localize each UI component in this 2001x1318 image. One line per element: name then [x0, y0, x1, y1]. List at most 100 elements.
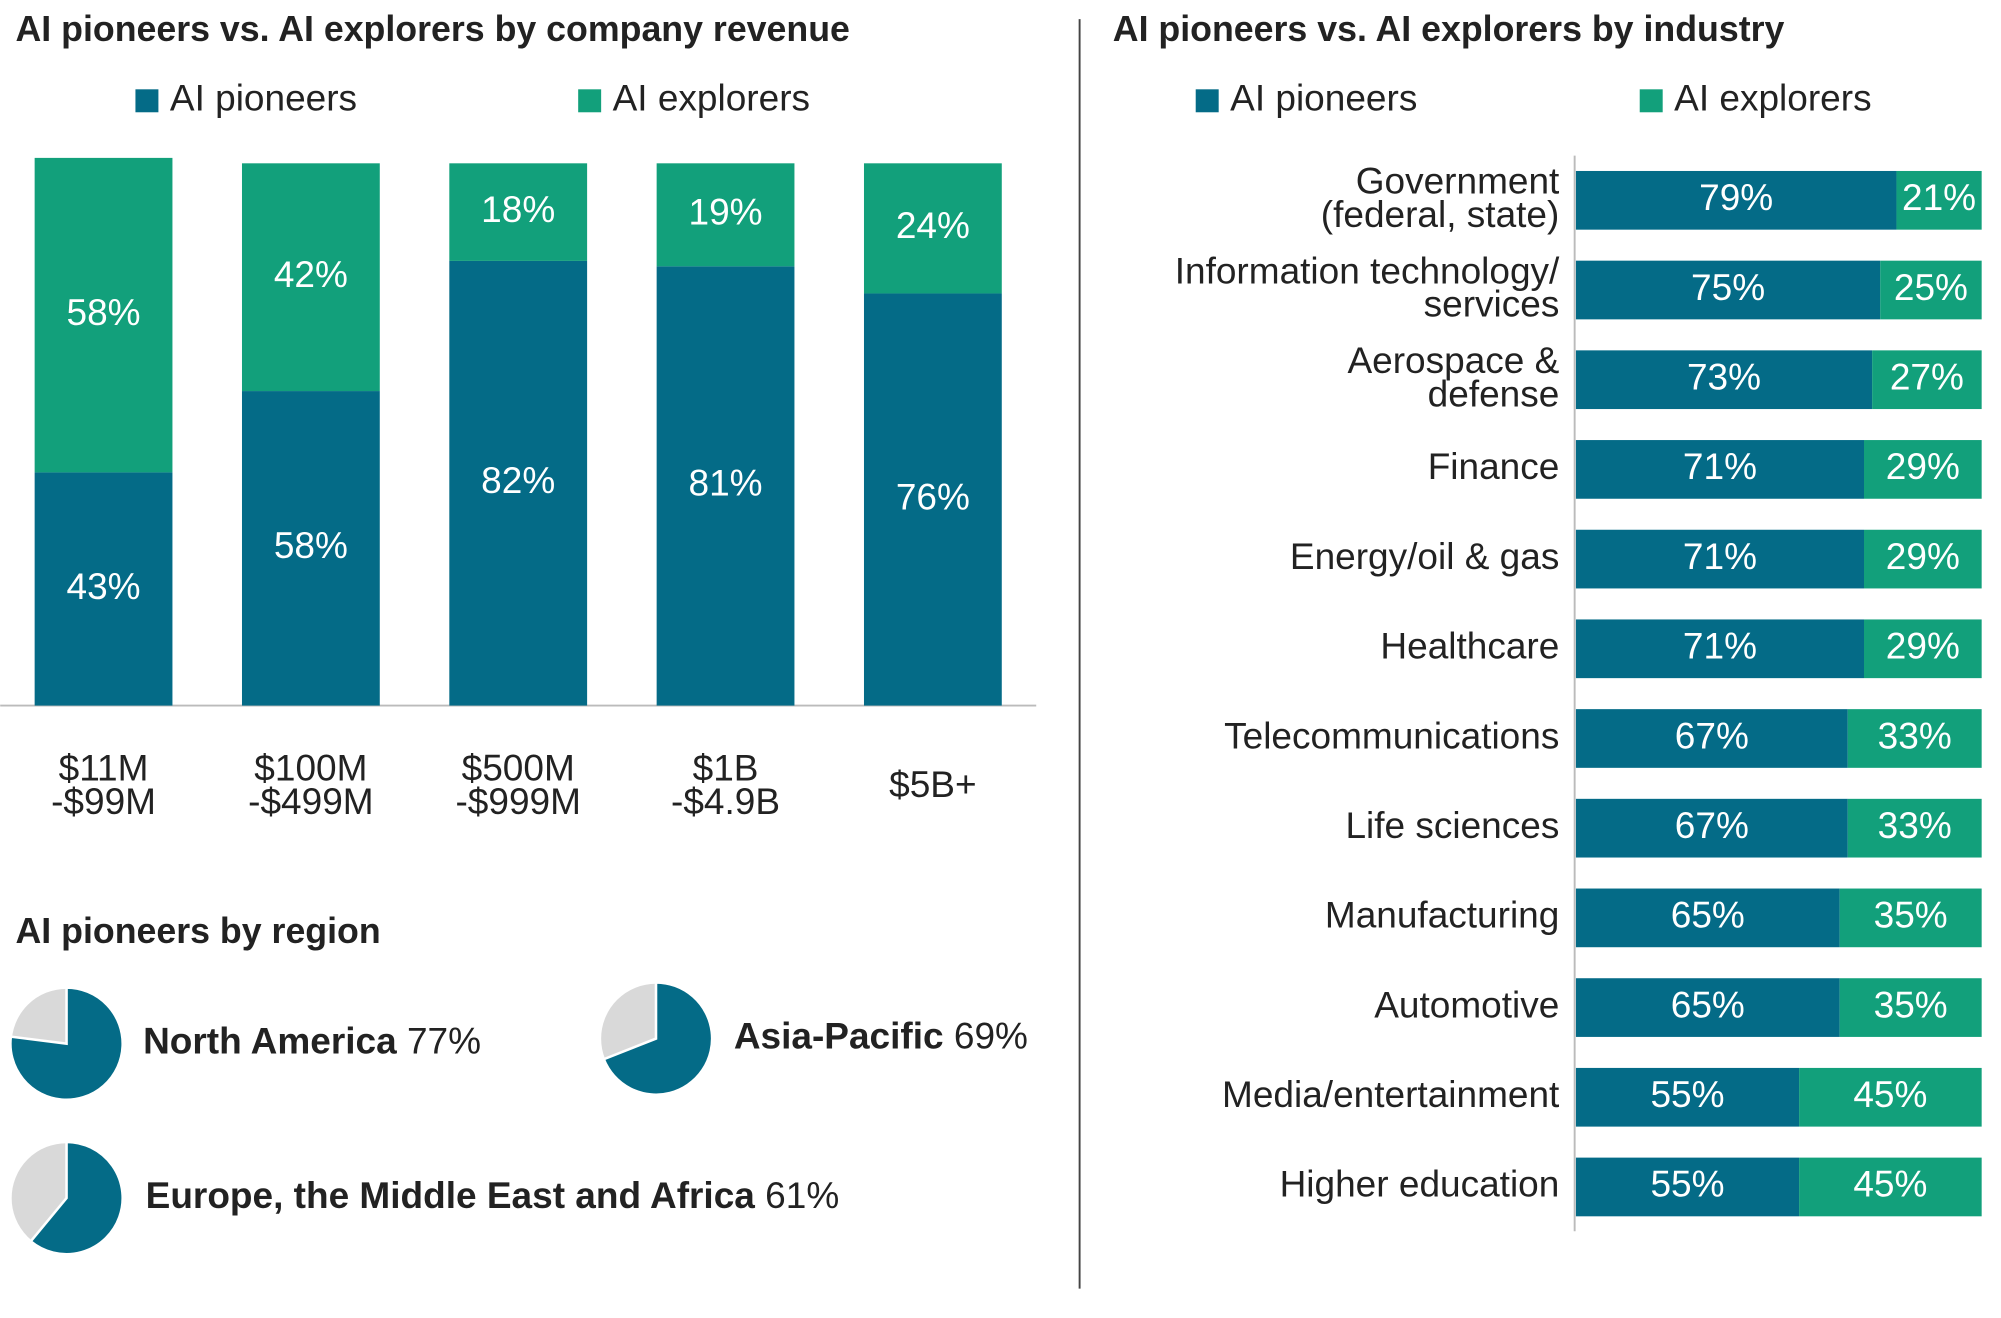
region-label: Asia-Pacific 69% [734, 1015, 1028, 1056]
value-label: 58% [274, 525, 348, 566]
value-label: 27% [1890, 356, 1964, 397]
bar-segment [241, 163, 380, 392]
pie-slice [602, 981, 714, 1096]
legend-swatch [578, 89, 602, 113]
value-label: 42% [274, 254, 348, 295]
x-tick-label: $100M -$499M [248, 747, 373, 821]
bar-segment [1847, 709, 1982, 768]
region-name: Asia-Pacific [734, 1015, 944, 1056]
legend-swatch [135, 89, 159, 113]
value-label: 58% [67, 292, 141, 333]
value-label: 81% [689, 463, 763, 504]
value-label: 24% [896, 205, 970, 246]
bar-segment [1575, 350, 1873, 410]
value-label: 55% [1650, 1164, 1724, 1205]
y-tick-label: Life sciences [1345, 805, 1559, 846]
bar-segment [1575, 170, 1897, 230]
y-tick-label: Energy/oil & gas [1290, 536, 1559, 577]
pie-slice [28, 1140, 124, 1256]
x-tick-label: $5B+ [889, 764, 976, 805]
region-label: Europe, the Middle East and Africa 61% [146, 1175, 840, 1216]
bar-segment [1839, 888, 1982, 948]
y-tick-label: Information technology/services [1175, 250, 1560, 324]
value-label: 75% [1691, 267, 1765, 308]
value-label: 21% [1902, 177, 1976, 218]
bar-segment [241, 391, 380, 706]
y-tick-label: Higher education [1280, 1164, 1560, 1205]
value-label: 18% [481, 189, 555, 230]
value-label: 35% [1874, 984, 1948, 1025]
value-label: 73% [1687, 356, 1761, 397]
x-tick-label: $500M -$999M [455, 747, 580, 821]
value-label: 67% [1675, 715, 1749, 756]
bar-segment [34, 157, 173, 473]
value-label: 65% [1671, 895, 1745, 936]
legend-swatch [1639, 89, 1663, 113]
value-label: 33% [1878, 715, 1952, 756]
chart-title: AI pioneers vs. AI explorers by industry [1113, 9, 1785, 49]
region-label: North America 77% [143, 1020, 481, 1061]
bar-segment [1575, 260, 1881, 320]
value-label: 71% [1683, 446, 1757, 487]
bar-segment [1575, 1067, 1800, 1127]
region-name: North America [143, 1020, 397, 1061]
region-name: Europe, the Middle East and Africa [146, 1175, 756, 1216]
value-label: 35% [1874, 895, 1948, 936]
value-label: 25% [1894, 267, 1968, 308]
value-label: 67% [1675, 805, 1749, 846]
value-label: 71% [1683, 536, 1757, 577]
legend-label: AI pioneers [170, 78, 357, 119]
bar-segment [1864, 529, 1982, 589]
bar-segment [1575, 619, 1865, 679]
bar-segment [1880, 260, 1982, 320]
region-value: 69% [954, 1015, 1028, 1056]
value-label: 45% [1853, 1074, 1927, 1115]
value-label: 76% [896, 476, 970, 517]
bar-segment [1575, 798, 1848, 858]
y-tick-label: Manufacturing [1325, 895, 1559, 936]
value-label: 33% [1878, 805, 1952, 846]
value-label: 65% [1671, 984, 1745, 1025]
bar-segment [1799, 1157, 1982, 1217]
bar-segment [1575, 709, 1848, 768]
legend-label: AI explorers [1674, 78, 1871, 119]
y-tick-label: Media/entertainment [1222, 1074, 1560, 1115]
bar-segment [1864, 440, 1982, 499]
bar-segment [1864, 619, 1982, 679]
y-tick-label: Government (federal, state) [1321, 161, 1560, 235]
bar-segment [1847, 798, 1982, 858]
value-label: 43% [67, 566, 141, 607]
x-tick-label: $1B -$4.9B [671, 747, 780, 821]
bar-segment [863, 293, 1002, 706]
region-value: 77% [407, 1020, 481, 1061]
bar-segment [1575, 978, 1840, 1037]
value-label: 29% [1886, 446, 1960, 487]
bar-segment [449, 260, 588, 706]
y-tick-label: Healthcare [1380, 626, 1559, 667]
value-label: 29% [1886, 626, 1960, 667]
x-tick-label: $11M -$99M [51, 747, 156, 821]
bar-segment [656, 266, 795, 706]
bar-segment [1896, 170, 1982, 230]
bar-segment [1575, 888, 1840, 948]
bar-segment [656, 163, 795, 267]
bar-segment [34, 472, 173, 706]
bar-segment [1839, 978, 1982, 1037]
y-tick-label: Aerospace & defense [1347, 340, 1559, 414]
bar-segment [1575, 440, 1865, 499]
value-label: 55% [1650, 1074, 1724, 1115]
chart-title: AI pioneers by region [16, 911, 381, 951]
chart-title: AI pioneers vs. AI explorers by company … [16, 9, 850, 49]
value-label: 19% [689, 192, 763, 233]
y-tick-label: Automotive [1374, 984, 1559, 1025]
value-label: 79% [1699, 177, 1773, 218]
legend-label: AI explorers [613, 78, 810, 119]
bar-segment [449, 163, 588, 261]
legend-swatch [1195, 89, 1219, 113]
bar-segment [863, 163, 1002, 294]
bar-segment [1575, 1157, 1800, 1217]
value-label: 29% [1886, 536, 1960, 577]
pie-slice [9, 986, 124, 1102]
y-tick-label: Telecommunications [1224, 715, 1559, 756]
